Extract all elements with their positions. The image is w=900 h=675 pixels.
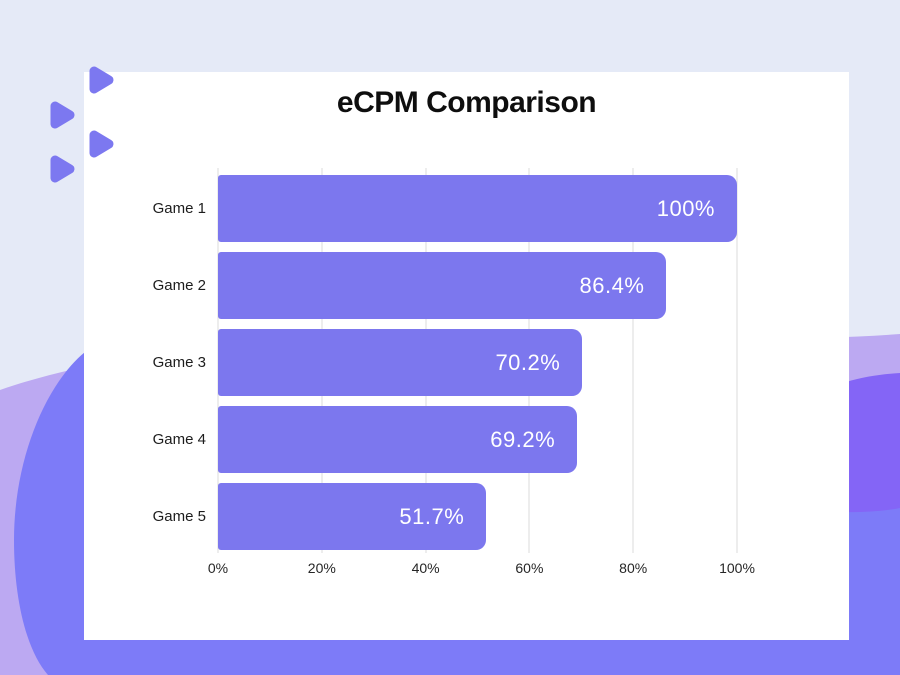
play-triangle-icon [50, 101, 75, 129]
category-label: Game 2 [152, 277, 206, 294]
bar-value-label: 86.4% [579, 272, 645, 298]
bar-row: Game 1 100% [153, 175, 737, 242]
play-triangle-icon [89, 66, 114, 94]
x-tick-label: 60% [515, 560, 544, 576]
bar-row: Game 4 69.2% [153, 406, 737, 473]
category-label: Game 5 [152, 508, 206, 525]
chart-card: eCPM Comparison Game 1 100% Game 2 86.4% [84, 72, 849, 640]
bar-row: Game 5 51.7% [153, 483, 737, 550]
category-label: Game 4 [152, 431, 206, 448]
gridline [736, 168, 738, 553]
x-tick-label: 0% [207, 560, 229, 576]
bar-game-1: 100% [218, 175, 737, 242]
bar-value-label: 69.2% [490, 426, 556, 452]
category-label: Game 1 [152, 200, 206, 217]
x-tick-label: 100% [719, 560, 755, 576]
bar-value-label: 70.2% [495, 349, 561, 375]
bar-game-2: 86.4% [218, 252, 667, 319]
play-triangle-icon [50, 155, 75, 183]
gridline [632, 168, 634, 553]
plot-area: Game 1 100% Game 2 86.4% Game 3 70.2% Ga… [153, 168, 738, 553]
category-label: Game 3 [152, 354, 206, 371]
x-axis: 0% 20% 40% 60% 80% 100% [208, 560, 755, 580]
bar-value-label: 51.7% [399, 503, 465, 529]
bar-value-label: 100% [656, 195, 715, 221]
chart-title: eCPM Comparison [336, 86, 597, 119]
x-tick-label: 20% [307, 560, 336, 576]
x-tick-label: 40% [411, 560, 440, 576]
bar-game-4: 69.2% [218, 406, 578, 473]
bars-group: Game 1 100% Game 2 86.4% Game 3 70.2% Ga… [153, 168, 737, 553]
bar-row: Game 2 86.4% [153, 252, 737, 319]
bar-game-5: 51.7% [218, 483, 487, 550]
play-triangle-icon [89, 130, 114, 158]
bar-row: Game 3 70.2% [153, 329, 737, 396]
x-tick-label: 80% [619, 560, 648, 576]
bar-game-3: 70.2% [218, 329, 583, 396]
